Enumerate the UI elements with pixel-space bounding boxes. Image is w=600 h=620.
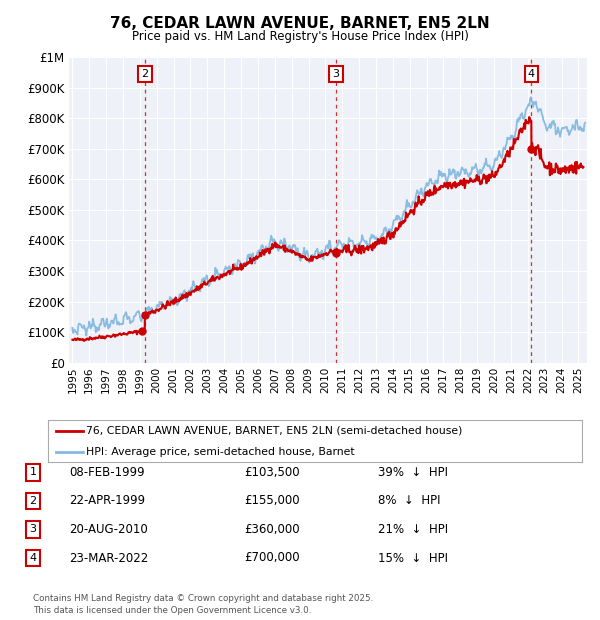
- Text: 8%  ↓  HPI: 8% ↓ HPI: [378, 495, 440, 507]
- Text: £103,500: £103,500: [244, 466, 300, 479]
- Text: £700,000: £700,000: [244, 552, 300, 564]
- Text: 15%  ↓  HPI: 15% ↓ HPI: [378, 552, 448, 564]
- Text: HPI: Average price, semi-detached house, Barnet: HPI: Average price, semi-detached house,…: [86, 446, 355, 456]
- Text: 08-FEB-1999: 08-FEB-1999: [69, 466, 145, 479]
- Text: Price paid vs. HM Land Registry's House Price Index (HPI): Price paid vs. HM Land Registry's House …: [131, 30, 469, 43]
- Text: 22-APR-1999: 22-APR-1999: [69, 495, 145, 507]
- Text: Contains HM Land Registry data © Crown copyright and database right 2025.
This d: Contains HM Land Registry data © Crown c…: [33, 594, 373, 615]
- Text: 4: 4: [528, 69, 535, 79]
- Text: 76, CEDAR LAWN AVENUE, BARNET, EN5 2LN: 76, CEDAR LAWN AVENUE, BARNET, EN5 2LN: [110, 16, 490, 31]
- Text: £155,000: £155,000: [244, 495, 300, 507]
- Text: 23-MAR-2022: 23-MAR-2022: [69, 552, 148, 564]
- Text: 2: 2: [142, 69, 148, 79]
- Text: 3: 3: [29, 525, 37, 534]
- Text: 4: 4: [29, 553, 37, 563]
- Text: 39%  ↓  HPI: 39% ↓ HPI: [378, 466, 448, 479]
- Text: 76, CEDAR LAWN AVENUE, BARNET, EN5 2LN (semi-detached house): 76, CEDAR LAWN AVENUE, BARNET, EN5 2LN (…: [86, 426, 463, 436]
- Text: 1: 1: [29, 467, 37, 477]
- Text: 20-AUG-2010: 20-AUG-2010: [69, 523, 148, 536]
- Text: £360,000: £360,000: [244, 523, 300, 536]
- Text: 2: 2: [29, 496, 37, 506]
- Text: 3: 3: [332, 69, 340, 79]
- Text: 21%  ↓  HPI: 21% ↓ HPI: [378, 523, 448, 536]
